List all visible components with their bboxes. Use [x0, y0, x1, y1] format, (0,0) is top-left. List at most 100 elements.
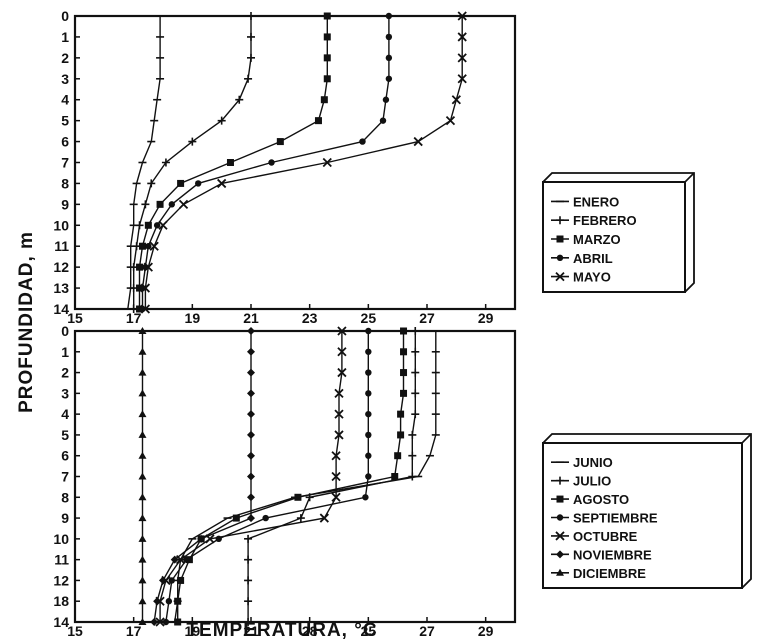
- legend-entry-julio: JULIO: [551, 474, 611, 489]
- x-tick-label: 28: [302, 623, 318, 639]
- y-axis-title: PROFUNDIDAD, m: [16, 231, 37, 413]
- data-point-diciembre: [138, 597, 147, 605]
- data-point-octubre: [337, 347, 347, 357]
- data-point-septiembre: [365, 369, 372, 376]
- legend-marker-febrero: [556, 216, 564, 225]
- data-point-julio: [408, 472, 417, 481]
- y-tick-label: 11: [54, 552, 69, 568]
- data-point-diciembre: [138, 368, 147, 376]
- legend-entry-noviembre: NOVIEMBRE: [551, 547, 652, 562]
- y-tick-label: 4: [61, 92, 69, 108]
- y-tick-label: 12: [53, 259, 69, 275]
- legend-marker-octubre: [555, 531, 565, 541]
- data-point-diciembre: [138, 534, 147, 542]
- data-point-mayo: [143, 262, 153, 272]
- series-diciembre: [138, 327, 147, 625]
- y-tick-label: 14: [53, 614, 69, 630]
- data-point-diciembre: [138, 451, 147, 459]
- x-tick-label: 19: [185, 623, 201, 639]
- data-point-abril: [382, 96, 390, 103]
- data-point-febrero: [161, 158, 170, 167]
- legend-label-agosto: AGOSTO: [573, 492, 629, 507]
- data-point-noviembre: [247, 327, 255, 335]
- legend-marker-diciembre: [556, 568, 564, 576]
- data-point-mayo: [140, 283, 151, 293]
- data-point-abril: [268, 159, 275, 166]
- series-line-mayo: [144, 16, 463, 309]
- data-point-noviembre: [197, 534, 206, 543]
- data-point-noviembre: [247, 347, 255, 356]
- data-point-agosto: [391, 473, 399, 480]
- data-point-febrero: [217, 116, 226, 125]
- data-point-noviembre: [247, 430, 255, 439]
- y-tick-label: 8: [61, 175, 69, 191]
- y-tick-label: 10: [53, 531, 69, 547]
- data-point-marzo: [144, 221, 152, 229]
- series-julio: [244, 327, 420, 626]
- data-point-septiembre: [365, 390, 372, 397]
- data-point-mayo: [457, 32, 467, 42]
- x-tick-label: 29: [478, 310, 494, 326]
- data-point-septiembre: [168, 577, 175, 584]
- data-point-noviembre: [247, 514, 255, 523]
- data-point-julio: [244, 576, 253, 585]
- x-tick-label: 25: [361, 623, 377, 639]
- legend-label-mayo: MAYO: [573, 270, 611, 285]
- data-point-diciembre: [138, 430, 147, 438]
- data-point-agosto: [400, 327, 408, 335]
- series-abril: [139, 12, 393, 313]
- y-tick-label: 0: [61, 323, 69, 339]
- data-point-diciembre: [138, 514, 147, 522]
- y-tick-label: 5: [61, 427, 69, 443]
- data-point-marzo: [276, 138, 284, 146]
- legend-label-octubre: OCTUBRE: [573, 529, 638, 544]
- data-point-mayo: [178, 199, 189, 209]
- series-septiembre: [162, 327, 372, 626]
- legend-label-enero: ENERO: [573, 194, 619, 209]
- series-agosto: [174, 327, 408, 626]
- legend-box-edge: [684, 172, 695, 183]
- legend-box: [542, 442, 743, 589]
- data-point-agosto: [400, 348, 408, 356]
- legend-marker-marzo: [556, 235, 564, 243]
- x-tick-label: 21: [243, 623, 259, 639]
- data-point-julio: [411, 389, 420, 398]
- legend-marker-mayo: [555, 271, 565, 282]
- legend-marker-abril: [556, 254, 564, 261]
- y-tick-label: 2: [61, 50, 69, 66]
- data-point-agosto: [397, 431, 405, 439]
- data-point-abril: [385, 54, 393, 62]
- data-point-diciembre: [138, 389, 147, 397]
- data-point-noviembre: [153, 597, 162, 606]
- data-point-febrero: [247, 32, 255, 41]
- data-point-noviembre: [247, 410, 255, 419]
- data-point-mayo: [322, 157, 332, 168]
- data-point-diciembre: [138, 347, 147, 355]
- data-point-diciembre: [138, 493, 147, 501]
- data-point-mayo: [457, 74, 467, 84]
- x-tick-label: 19: [185, 310, 201, 326]
- legend-entry-marzo: MARZO: [551, 232, 621, 247]
- data-point-diciembre: [138, 618, 147, 625]
- data-point-julio: [244, 555, 253, 564]
- legend-label-noviembre: NOVIEMBRE: [573, 547, 652, 562]
- data-point-octubre: [334, 430, 344, 440]
- data-point-julio: [244, 618, 253, 626]
- data-point-agosto: [232, 514, 240, 522]
- data-point-febrero: [147, 179, 156, 188]
- data-point-septiembre: [365, 410, 372, 418]
- series-line-abril: [141, 16, 390, 309]
- data-point-marzo: [226, 159, 234, 166]
- y-tick-label: 12: [53, 572, 69, 588]
- data-point-mayo: [149, 241, 159, 251]
- data-point-octubre: [334, 409, 344, 419]
- data-point-septiembre: [365, 348, 372, 355]
- legend-enero-mayo: ENERO FEBRERO MARZO ABRIL MAYO: [542, 172, 695, 293]
- series-octubre: [155, 326, 347, 627]
- data-point-septiembre: [365, 431, 372, 439]
- x-tick-label: 29: [478, 623, 494, 639]
- y-tick-label: 3: [61, 385, 69, 401]
- data-point-septiembre: [365, 327, 372, 335]
- legend-box-edge: [741, 433, 752, 444]
- legend-entry-junio: JUNIO: [551, 455, 613, 470]
